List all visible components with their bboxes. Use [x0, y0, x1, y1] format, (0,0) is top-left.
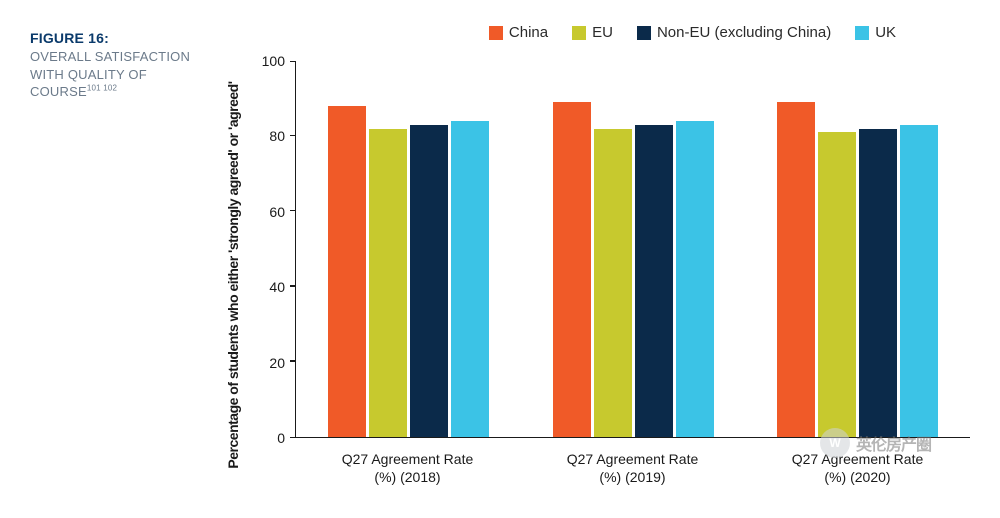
bar-2018-eu [369, 129, 407, 437]
bar-2019-china [553, 102, 591, 437]
y-tick-20: 20 [269, 355, 285, 371]
plot [295, 61, 970, 438]
group-2020 [745, 61, 970, 437]
x-label-2020-line2: (%) (2020) [824, 469, 890, 485]
x-label-2019-line2: (%) (2019) [599, 469, 665, 485]
legend-item-uk: UK [855, 24, 896, 41]
y-tick-40: 40 [269, 279, 285, 295]
y-tick-100: 100 [262, 53, 285, 69]
group-2019 [521, 61, 746, 437]
bar-2019-eu [594, 129, 632, 437]
figure-title-line3: COURSE [30, 84, 87, 99]
figure-container: FIGURE 16: OVERALL SATISFACTION WITH QUA… [0, 0, 1000, 518]
plot-wrap: Percentage of students who either 'stron… [225, 51, 980, 498]
x-label-2018-line2: (%) (2018) [374, 469, 440, 485]
bar-groups [296, 61, 970, 437]
x-label-2018-line1: Q27 Agreement Rate [342, 451, 474, 467]
x-label-2020: Q27 Agreement Rate (%) (2020) [745, 444, 970, 498]
y-axis: 0 20 40 60 80 100 [225, 61, 295, 438]
group-2018 [296, 61, 521, 437]
bar-2020-uk [900, 125, 938, 437]
x-label-2019: Q27 Agreement Rate (%) (2019) [520, 444, 745, 498]
swatch-eu [572, 26, 586, 40]
x-label-2019-line1: Q27 Agreement Rate [567, 451, 699, 467]
legend-label-uk: UK [875, 24, 896, 41]
legend-label-eu: EU [592, 24, 613, 41]
bar-2018-uk [451, 121, 489, 437]
legend-label-noneu: Non-EU (excluding China) [657, 24, 831, 41]
x-label-2020-line1: Q27 Agreement Rate [792, 451, 924, 467]
legend-item-noneu: Non-EU (excluding China) [637, 24, 831, 41]
legend-label-china: China [509, 24, 548, 41]
y-tick-0: 0 [277, 430, 285, 446]
legend-item-china: China [489, 24, 548, 41]
figure-caption: FIGURE 16: OVERALL SATISFACTION WITH QUA… [30, 20, 225, 498]
y-tick-80: 80 [269, 128, 285, 144]
figure-title-line1: OVERALL SATISFACTION [30, 49, 190, 64]
swatch-china [489, 26, 503, 40]
bar-2019-noneu [635, 125, 673, 437]
chart-area: China EU Non-EU (excluding China) UK Per… [225, 20, 980, 498]
x-label-2018: Q27 Agreement Rate (%) (2018) [295, 444, 520, 498]
swatch-uk [855, 26, 869, 40]
figure-title-line2: WITH QUALITY OF [30, 67, 147, 82]
x-axis-labels: Q27 Agreement Rate (%) (2018) Q27 Agreem… [295, 444, 970, 498]
bar-2019-uk [676, 121, 714, 437]
legend-item-eu: EU [572, 24, 613, 41]
figure-number: FIGURE 16: [30, 30, 215, 46]
bar-2018-china [328, 106, 366, 437]
bar-2020-eu [818, 132, 856, 437]
swatch-noneu [637, 26, 651, 40]
bar-2020-noneu [859, 129, 897, 437]
figure-title: OVERALL SATISFACTION WITH QUALITY OF COU… [30, 48, 215, 101]
y-tick-60: 60 [269, 204, 285, 220]
bar-2020-china [777, 102, 815, 437]
legend: China EU Non-EU (excluding China) UK [225, 20, 980, 51]
figure-title-superscript: 101 102 [87, 84, 117, 93]
bar-2018-noneu [410, 125, 448, 437]
